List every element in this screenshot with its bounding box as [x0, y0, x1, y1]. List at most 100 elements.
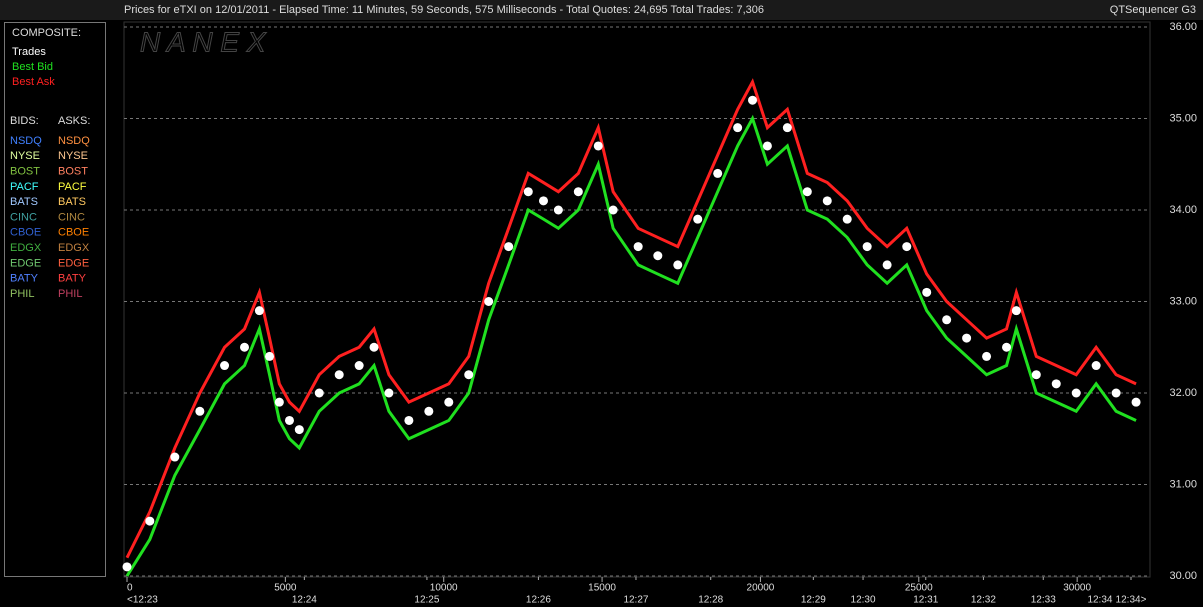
time-tick-label: 12:27: [623, 595, 648, 606]
trade-dot: [862, 242, 872, 252]
legend-entry: Best Ask: [12, 76, 55, 88]
trade-dot: [713, 168, 723, 178]
bid-legend-entry: NSDQ: [10, 135, 42, 147]
trade-dot: [1131, 397, 1141, 407]
trade-dot: [265, 351, 275, 361]
bid-legend-entry: CBOE: [10, 227, 41, 239]
y-tick-label: 33.00: [1169, 295, 1197, 307]
legend-entry: Best Bid: [12, 61, 53, 73]
trade-dot: [1031, 370, 1041, 380]
ask-legend-entry: BATY: [58, 273, 87, 285]
time-tick-label: <12:23: [127, 595, 158, 606]
trade-dot: [122, 562, 132, 572]
trade-dot: [1091, 361, 1101, 371]
trade-dot: [1011, 306, 1021, 316]
trade-dot: [464, 370, 474, 380]
trade-dot: [1111, 388, 1121, 398]
y-tick-label: 30.00: [1169, 570, 1197, 582]
trade-dot: [538, 196, 548, 206]
trade-dot: [608, 205, 618, 215]
trade-dot: [274, 397, 284, 407]
trade-dot: [369, 342, 379, 352]
trade-dot: [553, 205, 563, 215]
trade-dot: [484, 297, 494, 306]
trade-dot: [1051, 379, 1061, 389]
trade-dot: [404, 415, 414, 425]
ask-legend-entry: CINC: [58, 211, 85, 223]
y-tick-label: 31.00: [1169, 478, 1197, 490]
asks-label: ASKS:: [58, 115, 90, 127]
trade-dot: [1071, 388, 1081, 398]
bid-legend-entry: CINC: [10, 211, 37, 223]
x-tick-label: 20000: [747, 583, 775, 594]
trade-dot: [882, 260, 892, 270]
trade-dot: [693, 214, 703, 224]
time-tick-label: 12:24: [292, 595, 317, 606]
bid-legend-entry: EDGE: [10, 257, 41, 269]
trade-dot: [314, 388, 324, 398]
trade-dot: [384, 388, 394, 398]
time-tick-label: 12:34: [1087, 595, 1112, 606]
time-tick-label: 12:32: [971, 595, 996, 606]
ask-legend-entry: EDGE: [58, 257, 89, 269]
trade-dot: [782, 123, 792, 133]
trade-dot: [733, 123, 743, 133]
bid-legend-entry: BOST: [10, 166, 40, 178]
trade-dot: [982, 351, 992, 361]
trade-dot: [1002, 342, 1012, 352]
bid-legend-entry: EDGX: [10, 242, 42, 254]
trade-dot: [653, 251, 663, 261]
trade-dot: [762, 141, 772, 151]
ask-legend-entry: BATS: [58, 196, 86, 208]
quote-line: [125, 78, 1137, 559]
trade-dot: [424, 406, 434, 416]
time-tick-label: 12:33: [1031, 595, 1056, 606]
watermark: N A N E X: [140, 26, 267, 57]
time-tick-label: 12:25: [414, 595, 439, 606]
trade-dot: [802, 187, 812, 197]
trade-dot: [633, 242, 643, 252]
ask-legend-entry: NSDQ: [58, 135, 90, 147]
ask-legend-entry: CBOE: [58, 227, 89, 239]
trade-dot: [334, 370, 344, 380]
title: Prices for eTXI on 12/01/2011 - Elapsed …: [124, 4, 764, 16]
ask-legend-entry: BOST: [58, 166, 88, 178]
trade-dot: [444, 397, 454, 407]
trade-dot: [220, 361, 230, 371]
trade-dot: [504, 242, 514, 252]
trade-dot: [748, 95, 758, 105]
y-tick-label: 34.00: [1169, 204, 1197, 216]
ask-legend-entry: PHIL: [58, 288, 82, 300]
trade-dot: [573, 187, 583, 197]
bid-legend-entry: BATS: [10, 196, 38, 208]
time-tick-label: 12:34>: [1116, 595, 1147, 606]
trade-dot: [673, 260, 683, 270]
trade-dot: [354, 361, 364, 371]
trade-dot: [822, 196, 832, 206]
trade-dot: [922, 287, 932, 297]
trade-dot: [284, 415, 294, 425]
time-tick-label: 12:28: [698, 595, 723, 606]
trade-dot: [962, 333, 972, 343]
y-tick-label: 32.00: [1169, 387, 1197, 399]
trade-dot: [145, 516, 155, 526]
trade-dot: [902, 242, 912, 252]
trade-dot: [294, 425, 304, 435]
plot-area: [123, 21, 1151, 578]
legend-panel: [4, 22, 106, 577]
time-tick-label: 12:26: [526, 595, 551, 606]
title-bar: [0, 0, 1203, 20]
x-tick-label: 15000: [588, 583, 616, 594]
ask-legend-entry: EDGX: [58, 242, 90, 254]
ask-legend-entry: PACF: [58, 181, 87, 193]
x-tick-label: 30000: [1063, 583, 1091, 594]
time-tick-label: 12:29: [801, 595, 826, 606]
trade-dot: [842, 214, 852, 224]
x-tick-label: 10000: [430, 583, 458, 594]
y-tick-label: 35.00: [1169, 112, 1197, 124]
x-tick-label: 5000: [274, 583, 297, 594]
composite-label: COMPOSITE:: [12, 27, 81, 39]
ask-legend-entry: NYSE: [58, 150, 88, 162]
trade-dot: [170, 452, 180, 462]
